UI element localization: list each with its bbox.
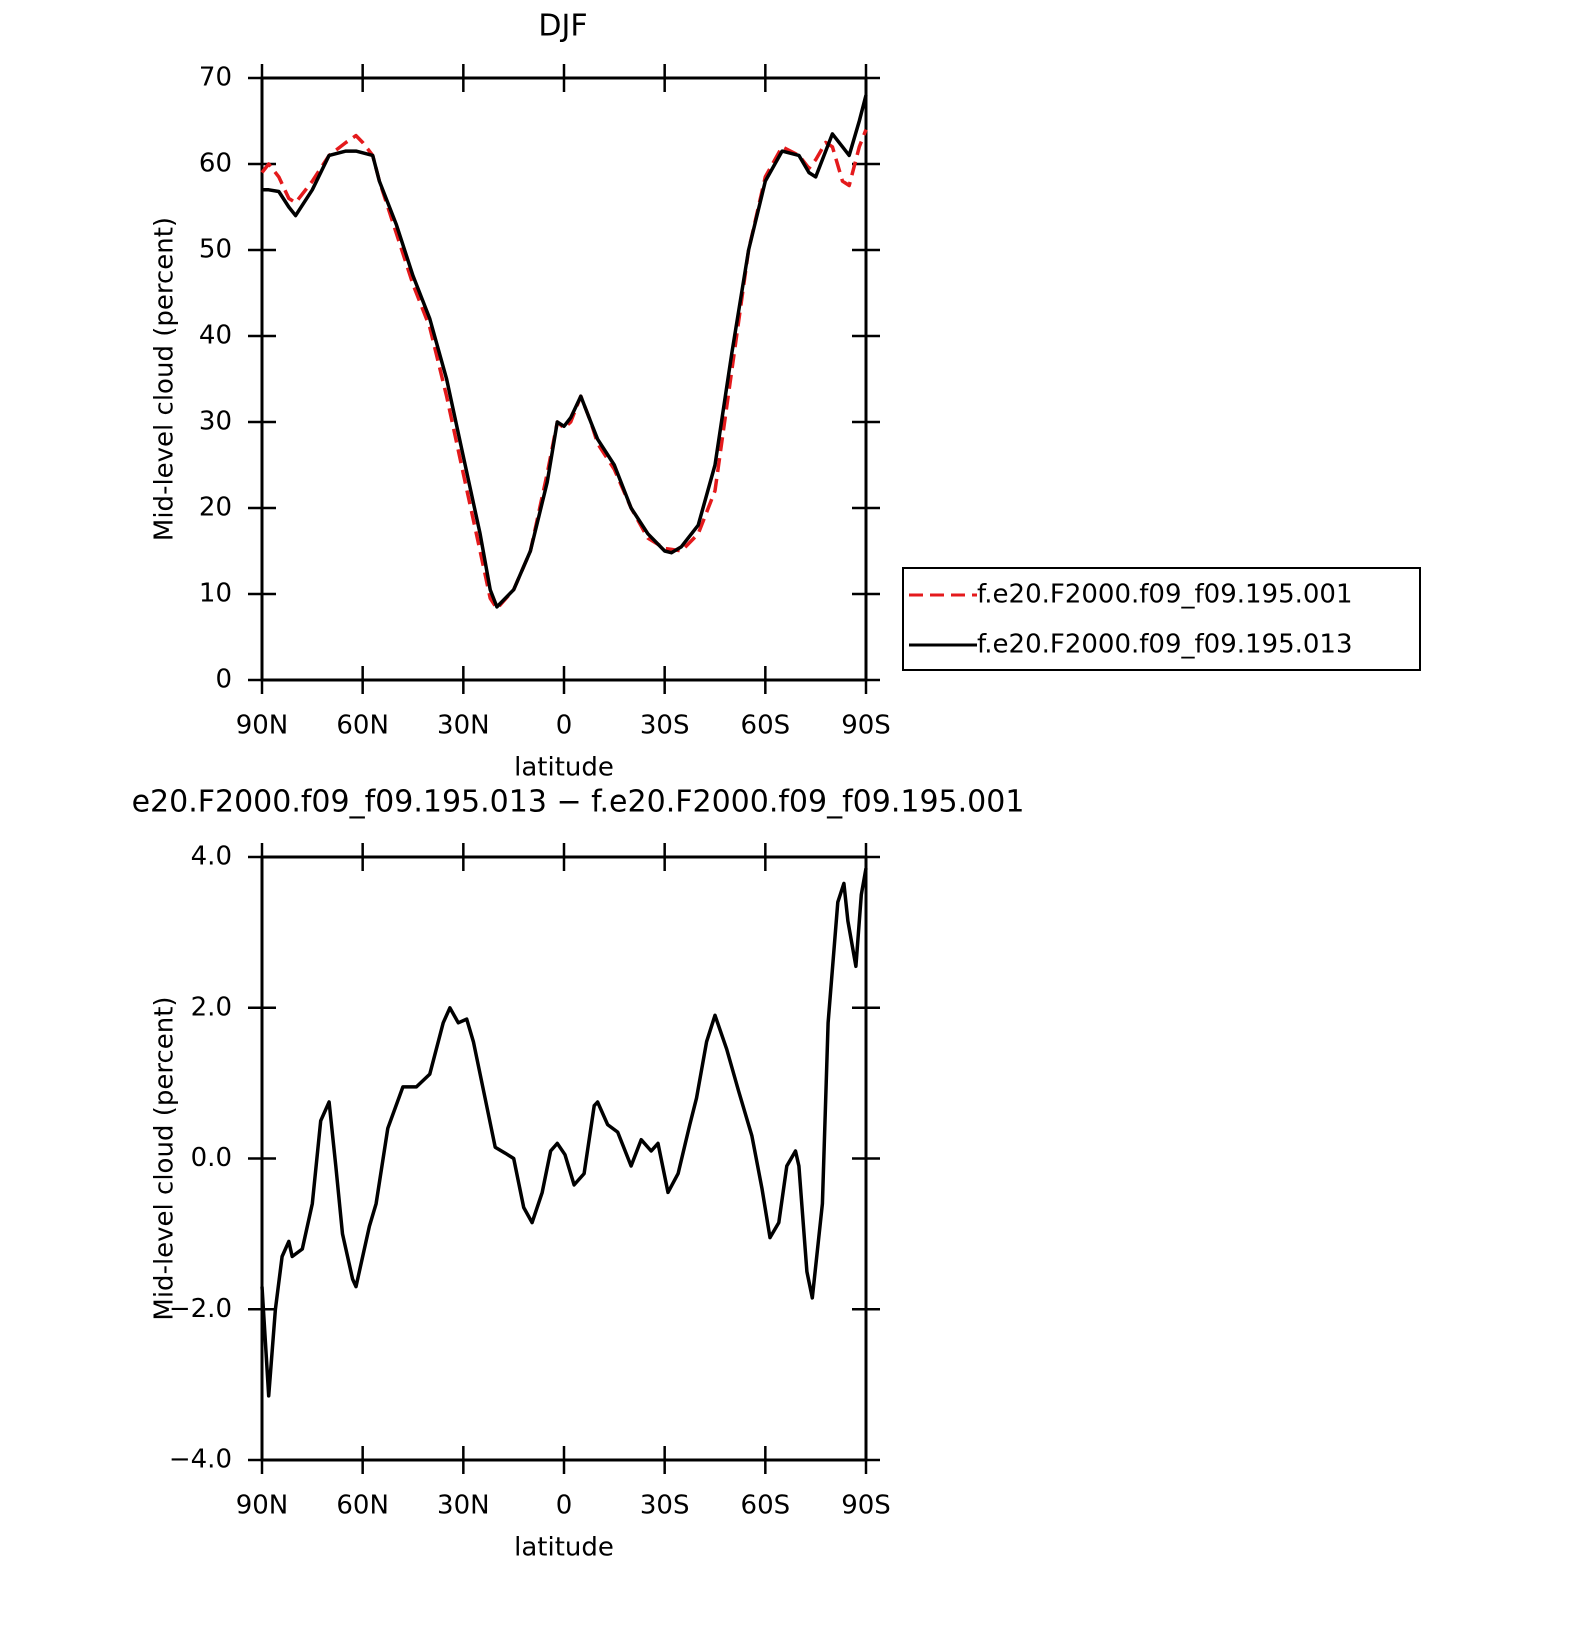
x-tick-label: 0 <box>556 711 573 741</box>
x-tick-label: 30N <box>437 711 490 741</box>
y-tick-label: −4.0 <box>169 1445 232 1475</box>
x-tick-label: 90N <box>236 711 289 741</box>
y-tick-label: −2.0 <box>169 1294 232 1324</box>
x-tick-label: 60S <box>741 711 791 741</box>
y-tick-label: 4.0 <box>191 842 232 872</box>
x-axis-label: latitude <box>514 753 614 783</box>
x-tick-label: 30S <box>640 711 690 741</box>
x-tick-label: 30N <box>437 1491 490 1521</box>
legend-box <box>902 567 1421 671</box>
y-tick-label: 10 <box>199 579 232 609</box>
y-tick-label: 60 <box>199 149 232 179</box>
chart-title: e20.F2000.f09_f09.195.013 − f.e20.F2000.… <box>132 785 1025 820</box>
x-tick-label: 0 <box>556 1491 573 1521</box>
x-tick-label: 90S <box>841 1491 891 1521</box>
x-tick-label: 90N <box>236 1491 289 1521</box>
y-tick-label: 2.0 <box>191 992 232 1022</box>
x-tick-label: 30S <box>640 1491 690 1521</box>
y-tick-label: 30 <box>199 407 232 437</box>
data-line <box>260 128 868 611</box>
x-axis-label: latitude <box>514 1533 614 1563</box>
data-line <box>262 94 868 609</box>
legend-label: f.e20.F2000.f09_f09.195.013 <box>977 630 1353 660</box>
legend-label: f.e20.F2000.f09_f09.195.001 <box>977 580 1353 610</box>
x-tick-label: 60N <box>336 711 389 741</box>
y-tick-label: 0.0 <box>191 1143 232 1173</box>
x-tick-label: 90S <box>841 711 891 741</box>
y-tick-label: 40 <box>199 321 232 351</box>
y-axis-label: Mid-level cloud (percent) <box>150 996 180 1320</box>
y-tick-label: 20 <box>199 493 232 523</box>
x-tick-label: 60N <box>336 1491 389 1521</box>
plot-frame <box>260 76 868 682</box>
y-tick-label: 70 <box>199 63 232 93</box>
y-tick-label: 50 <box>199 235 232 265</box>
y-tick-label: 0 <box>215 665 232 695</box>
data-line <box>260 867 868 1398</box>
plot-frame <box>260 855 868 1462</box>
y-axis-label: Mid-level cloud (percent) <box>150 217 180 541</box>
x-tick-label: 60S <box>741 1491 791 1521</box>
chart-title: DJF <box>538 9 587 44</box>
